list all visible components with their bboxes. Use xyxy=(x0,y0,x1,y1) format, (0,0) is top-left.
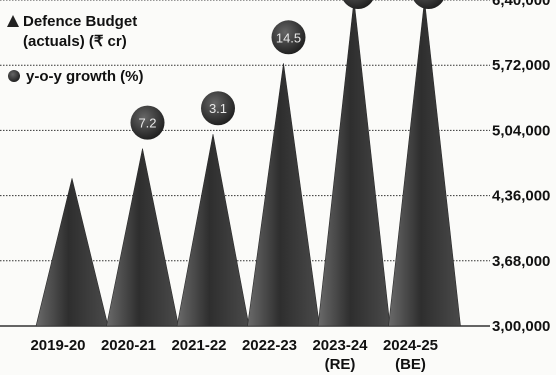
budget-cone xyxy=(36,178,108,326)
y-axis-ticks: 3,00,000 3,68,000 4,36,000 5,04,000 5,72,000… xyxy=(492,0,550,335)
budget-cone xyxy=(107,149,179,326)
legend-triangle-icon xyxy=(7,15,19,27)
legend: Defence Budget (actuals) (₹ cr) y-o-y grow… xyxy=(7,13,144,85)
y-tick-label: 3,68,000 xyxy=(492,253,550,270)
y-tick-label: 4,36,000 xyxy=(492,188,550,205)
budget-cone xyxy=(318,0,390,326)
x-tick-sublabel: (RE) xyxy=(325,356,356,373)
x-tick-label: 2019-20 xyxy=(30,337,85,354)
growth-bubble-label: 7.2 xyxy=(138,116,156,131)
y-tick-label: 5,72,000 xyxy=(492,57,550,74)
growth-bubble-label: 14.5 xyxy=(276,30,301,45)
y-tick-label: 5,04,000 xyxy=(492,122,550,139)
x-axis-ticks: 2019-20 2020-21 2021-22 2022-23 2023-24 (RE) 2… xyxy=(30,337,438,373)
growth-bubble-label: 3.1 xyxy=(209,101,227,116)
x-tick-label: 2020-21 xyxy=(101,337,156,354)
x-tick-sublabel: (BE) xyxy=(395,356,426,373)
growth-bubble xyxy=(341,0,375,9)
y-tick-label: 3,00,000 xyxy=(492,318,550,335)
legend-circle-icon xyxy=(8,70,20,82)
legend-label: Defence Budget xyxy=(23,13,137,30)
x-tick-label: 2023-24 xyxy=(312,337,368,354)
y-tick-label: 6,40,000 xyxy=(492,0,550,9)
x-tick-label: 2022-23 xyxy=(242,337,297,354)
budget-cone xyxy=(248,63,320,326)
budget-cone xyxy=(177,134,249,326)
x-tick-label: 2021-22 xyxy=(171,337,226,354)
legend-label: (actuals) (₹ cr) xyxy=(23,33,127,50)
budget-cone xyxy=(389,0,461,326)
growth-bubble xyxy=(412,0,446,9)
x-tick-label: 2024-25 xyxy=(383,337,438,354)
legend-label: y-o-y growth (%) xyxy=(26,68,144,85)
